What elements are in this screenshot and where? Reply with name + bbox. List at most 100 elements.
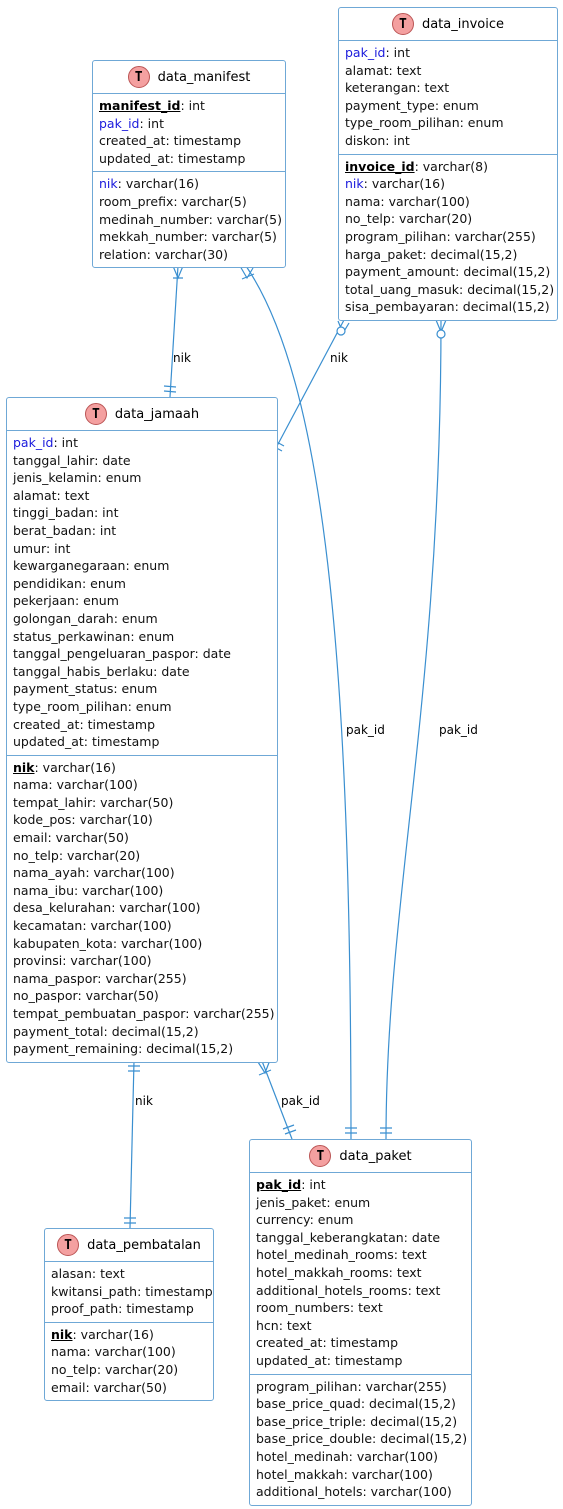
attribute-name: base_price_quad — [256, 1396, 361, 1412]
attribute-row: updated_at: timestamp — [99, 150, 285, 168]
attribute-row: harga_paket: decimal(15,2) — [345, 246, 557, 264]
attribute-row: kecamatan: varchar(100) — [13, 917, 277, 935]
attribute-name: harga_paket — [345, 246, 423, 262]
edge-label-manifest-jamaah: nik — [173, 351, 191, 365]
attribute-row: payment_type: enum — [345, 97, 557, 115]
attribute-row: room_numbers: text — [256, 1299, 471, 1317]
attribute-type: : varchar(255) — [446, 228, 536, 244]
attribute-name: additional_hotels_rooms — [256, 1282, 408, 1298]
attribute-row: type_room_pilihan: enum — [345, 114, 557, 132]
attribute-row: mekkah_number: varchar(5) — [99, 228, 285, 246]
attribute-row: pak_id: int — [99, 115, 285, 133]
attribute-type: : int — [45, 540, 71, 556]
entity-title: data_paket — [339, 1148, 412, 1164]
attribute-name: hotel_medinah — [256, 1448, 349, 1464]
attribute-type: : varchar(20) — [58, 847, 141, 863]
attribute-type: : decimal(15,2) — [422, 246, 518, 262]
primary-key-name: nik — [13, 759, 35, 775]
attribute-type: : varchar(100) — [111, 900, 201, 916]
one-mark-paket-3 — [282, 1124, 297, 1135]
table-icon: T — [127, 66, 150, 88]
attribute-name: tempat_lahir — [13, 794, 92, 810]
table-icon: T — [84, 403, 107, 425]
attribute-name: sisa_pembayaran — [345, 299, 455, 315]
attribute-type: : enum — [127, 698, 172, 714]
attribute-name: base_price_double — [256, 1431, 373, 1447]
attribute-row: alamat: text — [13, 487, 277, 505]
attribute-name: tanggal_habis_berlaku — [13, 663, 154, 679]
attribute-name: jenis_paket — [256, 1194, 327, 1210]
attribute-row: nik: varchar(16) — [99, 175, 285, 193]
attribute-row: invoice_id: varchar(8) — [345, 158, 557, 176]
attribute-name: created_at — [13, 716, 80, 732]
edge-invoice-jamaah — [276, 319, 345, 447]
attribute-name: hotel_makkah_rooms — [256, 1264, 389, 1280]
attribute-name: tanggal_pengeluaran_paspor — [13, 646, 195, 662]
attribute-row: pendidikan: enum — [13, 575, 277, 593]
attribute-row: currency: enum — [256, 1211, 471, 1229]
attribute-row: medinah_number: varchar(5) — [99, 211, 285, 229]
attribute-type: : int — [385, 45, 410, 60]
edge-label-invoice-paket: pak_id — [439, 723, 478, 737]
attribute-row: created_at: timestamp — [256, 1334, 471, 1352]
attribute-name: nama_ayah — [13, 865, 86, 881]
attribute-type: : varchar(100) — [74, 882, 164, 898]
attribute-name: alamat — [345, 62, 389, 78]
attribute-row: tanggal_lahir: date — [13, 452, 277, 470]
crowfoot-manifest — [172, 265, 184, 280]
foreign-key-name: nik — [99, 176, 118, 192]
attribute-type: : enum — [459, 115, 504, 131]
attribute-name: desa_kelurahan — [13, 900, 112, 916]
attribute-name: email — [51, 1379, 86, 1395]
attribute-name: status_perkawinan — [13, 628, 131, 644]
attribute-row: base_price_triple: decimal(15,2) — [256, 1413, 471, 1431]
attribute-type: : decimal(15,2) — [454, 299, 550, 315]
attribute-name: alasan — [51, 1266, 92, 1281]
attribute-type: : enum — [130, 628, 175, 644]
attribute-row: nama: varchar(100) — [13, 776, 277, 794]
attribute-name: nama — [51, 1344, 87, 1360]
attribute-type: : enum — [97, 470, 142, 486]
attribute-row: pak_id: int — [13, 434, 277, 452]
attribute-type: : varchar(100) — [380, 193, 470, 209]
attribute-type: : int — [385, 132, 410, 148]
attribute-name: created_at — [256, 1335, 323, 1351]
edge-label-manifest-paket: pak_id — [346, 723, 385, 737]
entity-title: data_pembatalan — [87, 1237, 201, 1253]
attribute-name: tanggal_keberangkatan — [256, 1229, 404, 1245]
attribute-name: berat_badan — [13, 522, 92, 538]
attribute-type: : text — [407, 1282, 441, 1298]
attribute-type: : text — [388, 62, 422, 78]
attribute-name: tanggal_lahir — [13, 452, 95, 468]
attribute-type: : timestamp — [165, 133, 242, 149]
attribute-type: : varchar(16) — [72, 1326, 154, 1342]
attribute-row: tinggi_badan: int — [13, 504, 277, 522]
attribute-name: payment_amount — [345, 264, 456, 280]
attribute-row: provinsi: varchar(100) — [13, 952, 277, 970]
table-icon: T — [309, 1145, 332, 1167]
primary-key-name: nik — [51, 1326, 73, 1342]
attribute-row: tempat_lahir: varchar(50) — [13, 794, 277, 812]
attribute-type: : varchar(50) — [85, 1379, 167, 1395]
attribute-section: alasan: text kwitansi_path: timestamp proo… — [45, 1262, 213, 1322]
attribute-section: nik: varchar(16) room_prefix: varchar(5) m… — [93, 171, 285, 267]
entity-title: data_jamaah — [114, 406, 200, 422]
attribute-type: : varchar(50) — [77, 988, 159, 1004]
attribute-row: payment_remaining: decimal(15,2) — [13, 1040, 277, 1058]
attribute-name: program_pilihan — [345, 228, 447, 244]
attribute-name: payment_status — [13, 681, 114, 697]
attribute-row: nama: varchar(100) — [51, 1343, 213, 1361]
attribute-type: : varchar(100) — [348, 1448, 438, 1464]
edge-label-jamaah-pembatalan: nik — [135, 1094, 153, 1108]
attribute-type: : enum — [81, 575, 126, 591]
attribute-type: : timestamp — [326, 1352, 403, 1368]
attribute-row: nama: varchar(100) — [345, 193, 557, 211]
attribute-name: type_room_pilihan — [345, 115, 460, 131]
